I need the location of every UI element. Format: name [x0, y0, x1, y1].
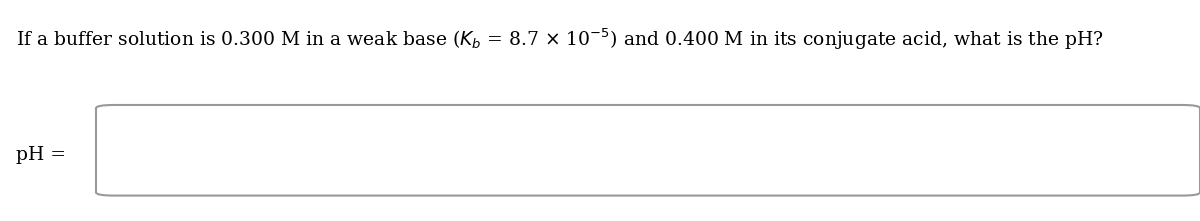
FancyBboxPatch shape	[96, 105, 1200, 196]
Text: pH =: pH =	[16, 146, 66, 164]
Text: If a buffer solution is 0.300 M in a weak base ($K_b$ = 8.7 $\times$ 10$^{-5}$) : If a buffer solution is 0.300 M in a wea…	[16, 27, 1104, 52]
